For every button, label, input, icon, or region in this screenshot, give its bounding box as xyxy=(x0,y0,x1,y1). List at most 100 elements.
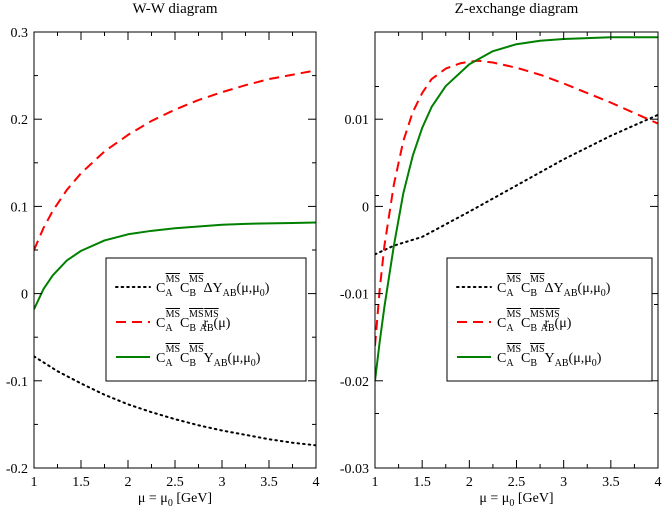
legend-tail-sub: 0 xyxy=(251,358,256,369)
y-tick-label: 0.2 xyxy=(11,113,29,128)
legend-sub-b: B xyxy=(189,358,196,369)
plot-frame xyxy=(374,31,659,469)
legend-entry-r: CAMSCBMSrMS AB(μ) xyxy=(156,309,231,334)
y-tick-label: -0.2 xyxy=(6,462,28,477)
y-tick-label: 0.01 xyxy=(345,113,370,128)
legend-sub-a: A xyxy=(506,288,514,299)
x-tick-label: 2.5 xyxy=(508,475,526,490)
x-tick-label: 2 xyxy=(125,475,132,490)
legend-sup-ms: MS xyxy=(530,309,544,320)
legend-entry-ΔY: CAMSCBMSΔYAB(μ,μ0) xyxy=(497,274,611,299)
legend-sup-ms: MS xyxy=(530,344,544,355)
x-tick-label: 2 xyxy=(466,475,473,490)
legend-sup-ms: MS xyxy=(507,344,521,355)
legend-main: Y xyxy=(204,351,214,366)
legend-tail: (μ) xyxy=(214,316,231,331)
chart-title: Z-exchange diagram xyxy=(455,1,579,17)
y-tick-label: 0.1 xyxy=(11,200,29,215)
legend-sub-ab: AB xyxy=(541,323,555,334)
legend-sub-b: B xyxy=(189,288,196,299)
legend-sup-ms: MS xyxy=(166,309,180,320)
legend-c: C xyxy=(521,281,530,296)
legend-sub-a: A xyxy=(506,358,514,369)
legend-c: C xyxy=(180,351,189,366)
legend-c: C xyxy=(497,281,506,296)
x-tick-label: 3 xyxy=(219,475,226,490)
legend-tail: (μ,μ xyxy=(237,281,260,296)
legend-entry-r: CAMSCBMSrMS AB(μ) xyxy=(497,309,572,334)
x-tick-label: 2.5 xyxy=(166,475,184,490)
legend: CAMSCBMSΔYAB(μ,μ0)CAMSCBMSrMS AB(μ)CAMSCB… xyxy=(446,257,653,382)
x-tick-label: 1 xyxy=(372,475,379,490)
legend-c: C xyxy=(156,316,165,331)
legend-sub-a: A xyxy=(506,323,514,334)
series-line-ΔY xyxy=(34,355,316,447)
series-line-r xyxy=(375,59,658,347)
legend-sup-ms: MS xyxy=(189,274,203,285)
x-tick-label: 3.5 xyxy=(260,475,278,490)
y-tick-label: -0.01 xyxy=(340,288,369,303)
legend-sub-b: B xyxy=(530,358,537,369)
x-tick-label: 4 xyxy=(655,475,662,490)
legend-c: C xyxy=(521,351,530,366)
x-tick-label: 1.5 xyxy=(72,475,90,490)
legend-box xyxy=(105,257,307,382)
legend-c: C xyxy=(180,316,189,331)
x-tick-label: 1.5 xyxy=(413,475,431,490)
legend-sub-ab: AB xyxy=(555,358,569,369)
legend-sup-ms: MS xyxy=(507,274,521,285)
legend-box xyxy=(446,257,653,382)
series-line-r xyxy=(34,69,316,251)
x-tick-label: 1 xyxy=(31,475,38,490)
legend-tail-sub: 0 xyxy=(592,358,597,369)
legend-sup-ms: MS xyxy=(166,344,180,355)
legend-sup-ms: MS xyxy=(530,274,544,285)
legend-c: C xyxy=(497,351,506,366)
x-axis-label: μ = μ0 [GeV] xyxy=(479,491,553,509)
series-line-Y xyxy=(34,221,316,310)
legend-sub-b: B xyxy=(189,323,196,334)
legend-c: C xyxy=(156,351,165,366)
legend-tail: (μ,μ xyxy=(569,351,592,366)
panel-z-exchange-diagram: Z-exchange diagram 1 1.5 2 2.5 3 3.5 4 -0.03 -0.0… xyxy=(340,1,662,509)
legend-sup-ms: MS xyxy=(507,309,521,320)
x-axis-label-unit: [GeV] xyxy=(173,491,212,506)
x-axis-label-main: μ = μ xyxy=(479,491,509,506)
y-tick-label: -0.1 xyxy=(6,375,28,390)
legend-tail-sub: 0 xyxy=(601,288,606,299)
y-tick-label: -0.02 xyxy=(340,375,369,390)
y-tick-label: 0 xyxy=(362,200,369,215)
x-axis-label-sub: 0 xyxy=(168,498,173,509)
legend-sub-a: A xyxy=(165,323,173,334)
legend: CAMSCBMSΔYAB(μ,μ0)CAMSCBMSrMS AB(μ)CAMSCB… xyxy=(105,257,307,382)
legend-sub-ab: AB xyxy=(214,358,228,369)
legend-sup-ms: MS xyxy=(545,309,559,320)
x-axis-label: μ = μ0 [GeV] xyxy=(138,491,212,509)
x-axis-label-main: μ = μ xyxy=(138,491,168,506)
legend-sub-ab: AB xyxy=(200,323,214,334)
legend-end: ) xyxy=(606,281,611,296)
y-tick-label: 0.3 xyxy=(11,26,29,41)
legend-main: ΔY xyxy=(545,281,564,296)
x-tick-label: 3.5 xyxy=(602,475,620,490)
legend-sup-ms: MS xyxy=(166,274,180,285)
legend-sub-a: A xyxy=(165,358,173,369)
legend-c: C xyxy=(497,316,506,331)
panel-ww-diagram: W-W diagram 1 1.5 2 2.5 3 3.5 4 -0.2 -0.1 0 0.1 0.2 0… xyxy=(6,1,320,509)
plot-frame xyxy=(33,31,317,469)
legend-sup-ms: MS xyxy=(189,344,203,355)
series-line-ΔY xyxy=(375,113,658,256)
legend-end: ) xyxy=(265,281,270,296)
chart-title: W-W diagram xyxy=(132,1,217,17)
legend-sub-b: B xyxy=(530,288,537,299)
legend-tail: (μ) xyxy=(555,316,572,331)
legend-sub-ab: AB xyxy=(223,288,237,299)
legend-tail: (μ,μ xyxy=(228,351,251,366)
legend-end: ) xyxy=(256,351,261,366)
legend-entry-Y: CAMSCBMSYAB(μ,μ0) xyxy=(156,344,261,369)
legend-main: r xyxy=(204,316,209,331)
x-tick-label: 4 xyxy=(313,475,320,490)
legend-c: C xyxy=(521,316,530,331)
legend-sub-ab: AB xyxy=(564,288,578,299)
